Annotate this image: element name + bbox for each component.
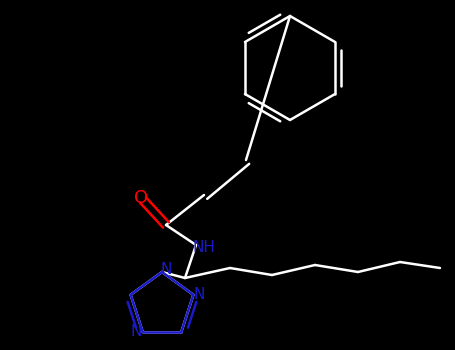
Text: N: N — [194, 287, 205, 302]
Text: N: N — [131, 324, 142, 339]
Text: O: O — [134, 189, 148, 207]
Text: N: N — [160, 262, 172, 278]
Text: NH: NH — [192, 239, 215, 254]
